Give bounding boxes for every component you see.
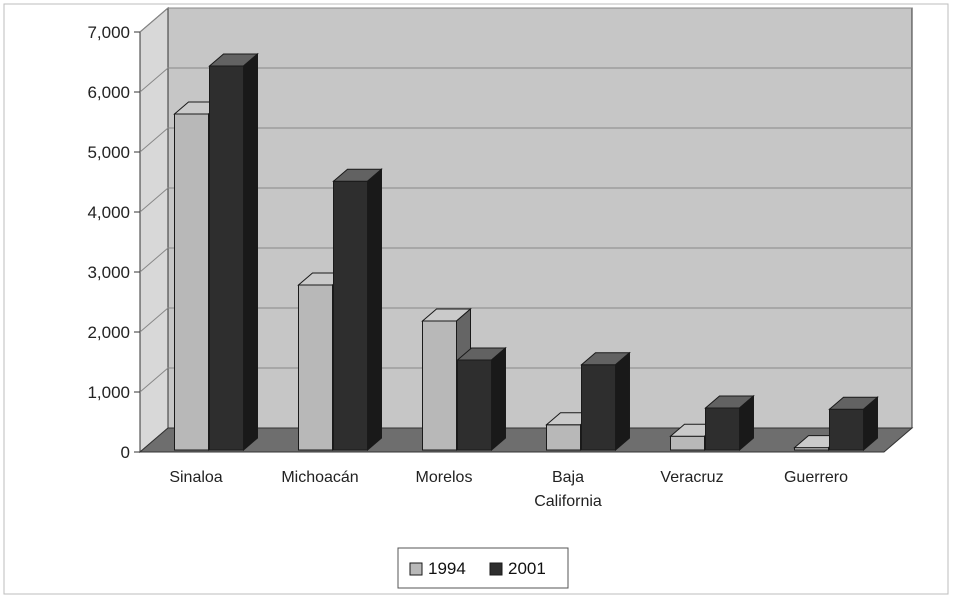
legend-box [397, 547, 569, 589]
bar-front-1994 [174, 113, 209, 451]
gridline [139, 7, 912, 33]
x-category-label-line: Sinaloa [169, 469, 222, 486]
bar-front-2001 [829, 408, 864, 451]
x-category-label-line: Baja [552, 469, 584, 486]
y-tick-label: 6,000 [87, 83, 130, 102]
bar-front-2001 [581, 364, 616, 451]
bar-front-1994 [298, 284, 333, 451]
x-category-label-line: Veracruz [660, 469, 723, 486]
bar-side-2001 [863, 396, 878, 452]
bar-front-1994 [670, 435, 705, 451]
y-tick-label: 1,000 [87, 383, 130, 402]
plot-side-wall [139, 6, 169, 454]
gridline [139, 307, 912, 333]
gridline [139, 67, 912, 93]
y-tick-label: 4,000 [87, 203, 130, 222]
bar-front-2001 [457, 359, 492, 451]
x-category-label: Guerrero [784, 469, 848, 486]
y-tick-label: 0 [121, 443, 130, 462]
chart-border [3, 3, 949, 595]
gridline [139, 367, 912, 393]
x-category-label: Baja California [534, 469, 602, 510]
x-category-label: Sinaloa [169, 469, 222, 486]
gridline [139, 127, 912, 153]
bar-side-2001 [615, 351, 630, 452]
y-tick-label: 3,000 [87, 263, 130, 282]
y-tick-label: 5,000 [87, 143, 130, 162]
bar-side-2001 [367, 168, 382, 452]
gridline [139, 247, 912, 273]
bar-side-2001 [739, 394, 754, 452]
y-tick-label: 2,000 [87, 323, 130, 342]
x-category-label-line: Michoacán [281, 469, 358, 486]
x-category-label-line: Morelos [416, 469, 473, 486]
bar-front-2001 [209, 65, 244, 451]
bar-front-2001 [705, 407, 740, 451]
legend-label-1994: 1994 [428, 559, 466, 578]
bar-front-2001 [333, 180, 368, 451]
x-category-label: Morelos [416, 469, 473, 486]
y-tick-label: 7,000 [87, 23, 130, 42]
legend-swatch-1994 [409, 562, 423, 576]
bar-front-1994 [546, 424, 581, 451]
x-category-label: Michoacán [281, 469, 358, 486]
x-category-label: Veracruz [660, 469, 723, 486]
bar-side-2001 [491, 346, 506, 452]
legend-swatch-2001 [489, 562, 503, 576]
x-category-label-line: California [534, 493, 602, 510]
x-category-label-line: Guerrero [784, 469, 848, 486]
bar-side-2001 [243, 52, 258, 452]
plot-back-wall [167, 7, 913, 429]
legend-label-2001: 2001 [508, 559, 546, 578]
bar-front-1994 [422, 320, 457, 451]
gridline [139, 187, 912, 213]
